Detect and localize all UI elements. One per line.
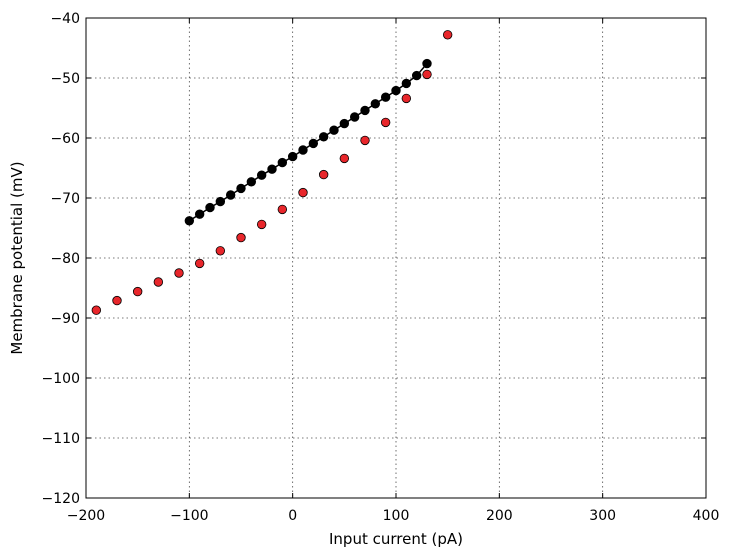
x-tick-label: 400 — [693, 508, 720, 524]
x-tick-label: 300 — [589, 508, 616, 524]
x-tick-label: −100 — [170, 508, 208, 524]
y-tick-label: −80 — [50, 251, 80, 267]
series-1-point — [380, 117, 391, 128]
series-0-point — [339, 118, 350, 129]
series-1-point — [442, 30, 453, 40]
ticks: −200 −100 0 100 200 300 400 −120 −110 −100 −90 −80 −… — [42, 11, 720, 524]
series-0-point — [318, 132, 329, 142]
series-1-point — [194, 258, 205, 269]
series-0-point — [267, 164, 277, 174]
y-tick-label: −110 — [42, 431, 80, 447]
series-1-point — [91, 305, 102, 315]
series-1-point — [339, 153, 350, 164]
series-1-point — [298, 187, 308, 198]
series-0-point — [194, 209, 205, 219]
y-tick-label: −50 — [50, 71, 80, 87]
series-1-point — [277, 204, 288, 215]
series-0-point — [391, 85, 401, 96]
y-tick-label: −100 — [42, 371, 80, 387]
y-tick-label: −60 — [50, 131, 80, 147]
series-1-point — [401, 93, 412, 104]
x-tick-label: −200 — [67, 508, 105, 524]
series-1-point — [360, 135, 370, 146]
series-1-point — [174, 268, 184, 278]
series-0-line — [188, 63, 428, 222]
series-0-point — [349, 112, 360, 122]
series-0-point — [370, 99, 381, 109]
series-1-point — [112, 295, 122, 306]
series-0-point — [246, 177, 257, 187]
series-1-point — [215, 246, 226, 256]
series-0-point — [360, 105, 370, 116]
series-0-point — [215, 196, 226, 207]
series-0-point — [277, 157, 288, 168]
series-0-point — [308, 138, 319, 149]
series-0-point — [205, 202, 215, 213]
y-tick-label: −70 — [50, 191, 80, 207]
series-1-point — [153, 277, 164, 287]
y-tick-label: −120 — [42, 491, 80, 507]
series-0-point — [401, 78, 412, 89]
series-0-point — [287, 151, 298, 162]
series-1-point — [132, 286, 143, 297]
series-0-point — [422, 58, 432, 69]
x-axis-label: Input current (pA) — [329, 530, 463, 548]
x-tick-label: 0 — [288, 508, 297, 524]
series-0-point — [380, 92, 391, 102]
series-0-point — [411, 70, 422, 81]
y-axis-label: Membrane potential (mV) — [8, 161, 26, 354]
series-0-point — [225, 190, 236, 200]
series-layer — [91, 30, 453, 315]
series-1-point — [236, 232, 246, 243]
series-1-point — [256, 219, 267, 230]
series-0-point — [236, 183, 246, 194]
series-0-point — [256, 170, 267, 180]
series-0-point — [329, 125, 339, 135]
series-1-point — [318, 169, 329, 180]
x-tick-label: 200 — [486, 508, 513, 524]
series-1-point — [422, 69, 432, 80]
series-0-point — [298, 145, 308, 155]
series-0-point — [184, 216, 195, 226]
y-tick-label: −90 — [50, 311, 80, 327]
y-tick-label: −40 — [50, 11, 80, 27]
x-tick-label: 100 — [383, 508, 410, 524]
